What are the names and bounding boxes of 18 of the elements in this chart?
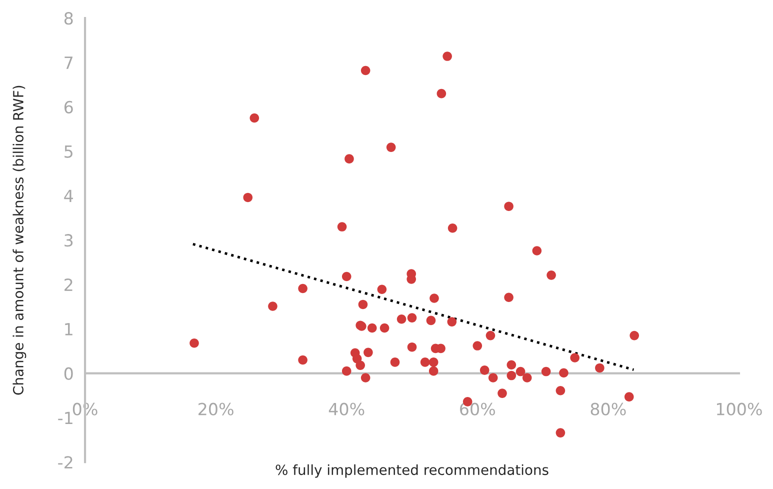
y-axis-title: Change in amount of weakness (billion RWF)	[12, 86, 26, 395]
y-tick-label: 7	[64, 56, 72, 69]
y-tick-label: 4	[64, 190, 73, 202]
x-tick-label: 40%	[328, 402, 364, 416]
y-tick-label: 5	[64, 145, 72, 158]
y-tick-label: -1	[58, 412, 72, 424]
y-tick-label: 0	[64, 367, 73, 380]
y-tick-label: 3	[64, 234, 73, 247]
y-tick-label: -2	[58, 456, 72, 468]
y-tick-label: 8	[64, 12, 73, 25]
x-tick-label: 20%	[198, 402, 234, 416]
x-tick-label: 100%	[716, 402, 762, 416]
x-tick-label: 80%	[590, 402, 626, 416]
x-tick-label: 60%	[460, 402, 496, 416]
y-tick-label: 2	[64, 278, 72, 291]
y-tick-label: 1	[65, 323, 72, 336]
x-axis-title: % fully implemented recommendations	[276, 464, 548, 478]
y-tick-label: 6	[64, 100, 73, 114]
